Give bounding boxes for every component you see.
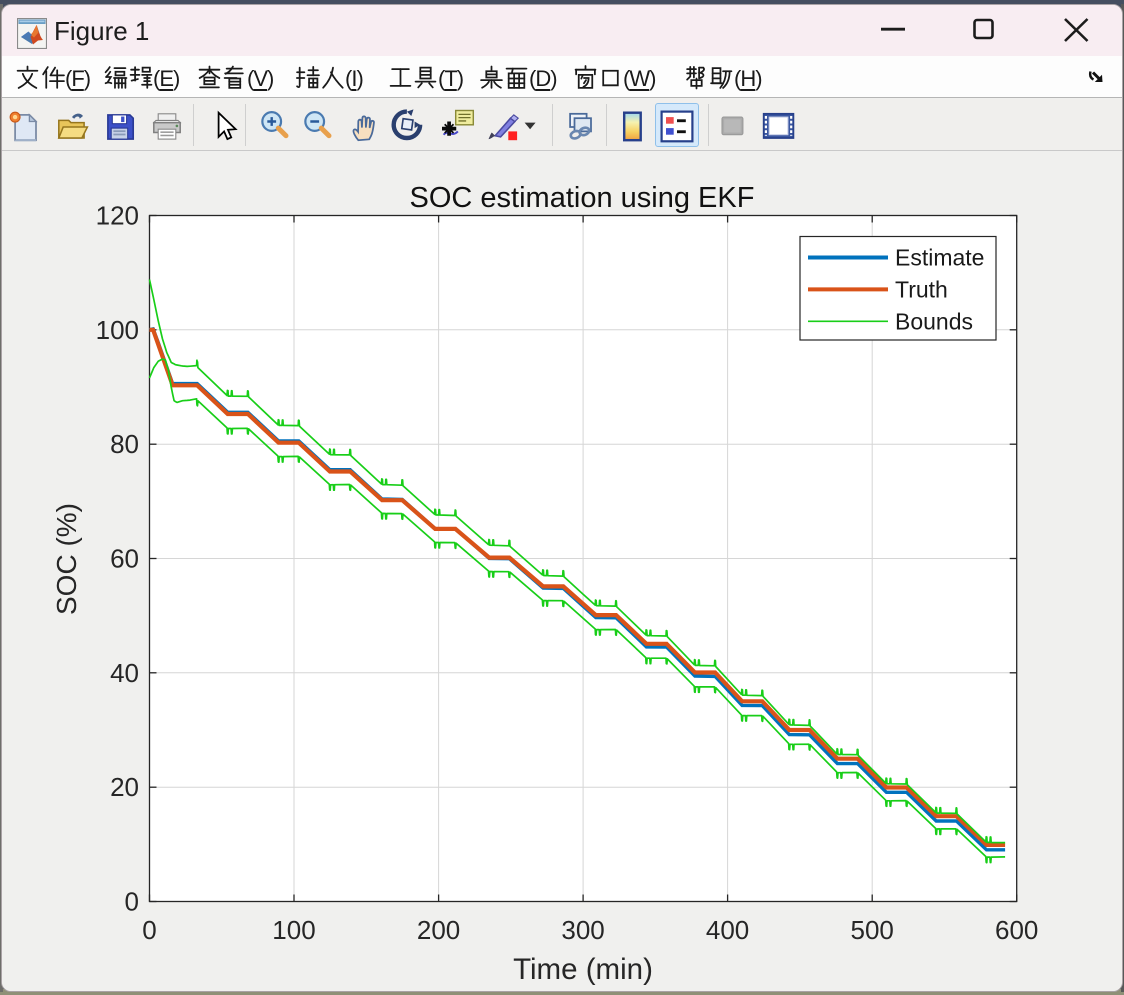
svg-text:Truth: Truth — [895, 276, 948, 302]
svg-text:100: 100 — [96, 315, 139, 345]
svg-text:600: 600 — [995, 915, 1038, 945]
svg-text:20: 20 — [110, 772, 139, 802]
svg-text:120: 120 — [96, 201, 139, 231]
svg-text:100: 100 — [272, 915, 315, 945]
svg-text:40: 40 — [110, 658, 139, 688]
svg-text:SOC estimation using EKF: SOC estimation using EKF — [410, 182, 755, 214]
svg-text:SOC (%): SOC (%) — [51, 503, 82, 615]
svg-text:500: 500 — [851, 915, 894, 945]
svg-text:Time (min): Time (min) — [513, 953, 653, 986]
svg-text:0: 0 — [125, 887, 139, 917]
svg-text:80: 80 — [110, 429, 139, 459]
svg-text:200: 200 — [417, 915, 460, 945]
svg-text:60: 60 — [110, 544, 139, 574]
svg-text:400: 400 — [706, 915, 749, 945]
svg-text:0: 0 — [142, 915, 156, 945]
svg-text:300: 300 — [561, 915, 604, 945]
svg-text:Bounds: Bounds — [895, 308, 973, 334]
svg-text:Estimate: Estimate — [895, 245, 984, 271]
